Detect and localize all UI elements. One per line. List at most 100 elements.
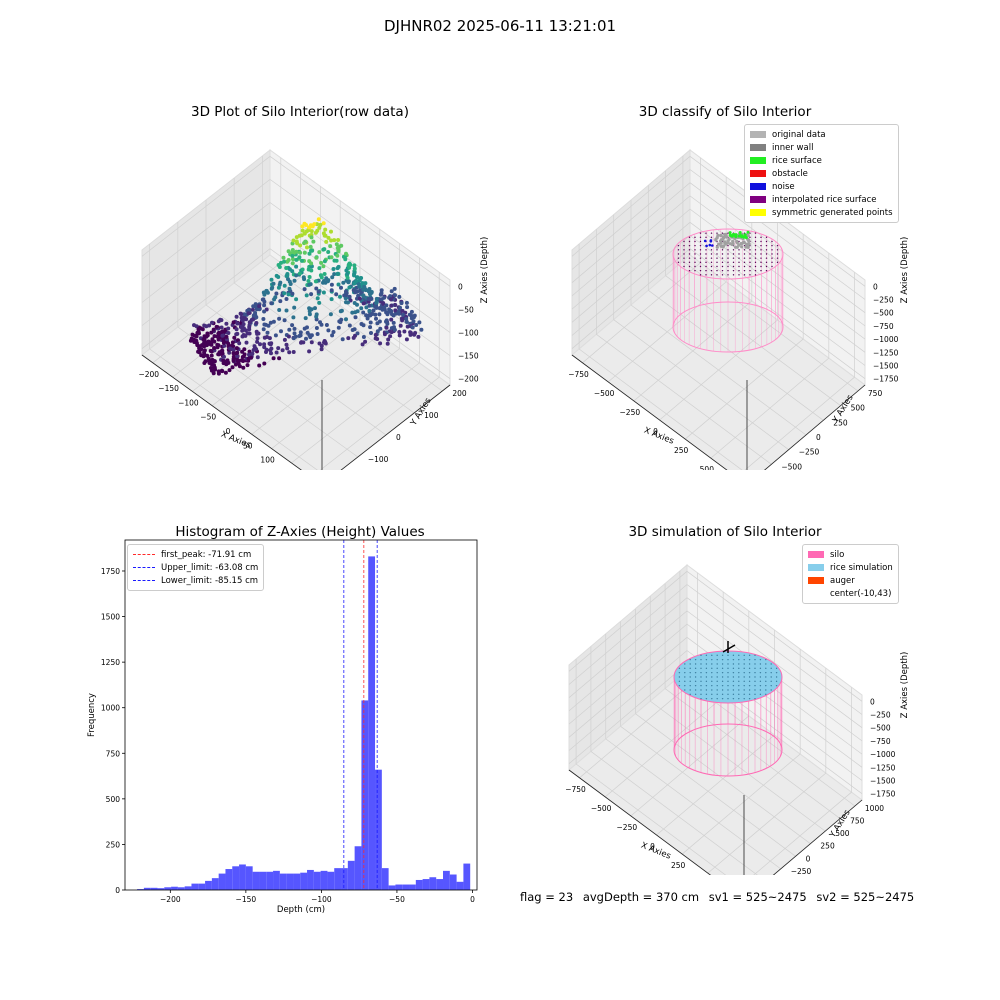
plot1-point bbox=[373, 332, 378, 337]
plot1-point bbox=[319, 322, 324, 327]
plot1-point bbox=[219, 368, 224, 373]
plot1-point bbox=[192, 333, 197, 338]
plot2-surface-dot bbox=[749, 261, 751, 264]
plot1-point bbox=[253, 302, 258, 307]
plot1-point bbox=[256, 331, 261, 336]
plot1-point bbox=[329, 238, 334, 243]
plot2-surface-dot bbox=[738, 257, 740, 259]
plot1-point bbox=[214, 324, 219, 329]
plot1-point bbox=[368, 313, 373, 318]
plot1-point bbox=[241, 322, 246, 327]
plot2-surface-dot bbox=[771, 265, 773, 268]
plot1-point bbox=[291, 350, 296, 354]
plot1-point bbox=[261, 317, 266, 321]
plot4-surface-dot bbox=[727, 697, 729, 700]
plot3-x-tick-label: −100 bbox=[311, 895, 332, 904]
plot1-point bbox=[323, 341, 328, 346]
plot1-point bbox=[322, 272, 327, 276]
plot4-surface-dot bbox=[727, 667, 729, 670]
plot2-surface-dot bbox=[754, 257, 757, 259]
plot1-point bbox=[321, 264, 326, 269]
plot2-surface-dot bbox=[754, 261, 757, 264]
plot1-point bbox=[319, 347, 324, 352]
plot4-surface-dot bbox=[684, 667, 686, 670]
plot1-point bbox=[391, 320, 396, 325]
plot2-surface-dot bbox=[776, 249, 779, 251]
plot4-surface-dot bbox=[754, 658, 756, 661]
plot4-surface-dot bbox=[759, 689, 762, 691]
plot4-surface-dot bbox=[700, 684, 702, 687]
plot1-point bbox=[286, 334, 291, 339]
plot1-point bbox=[248, 320, 252, 325]
plot4-surface-dot bbox=[738, 667, 740, 670]
plot1-point bbox=[263, 322, 268, 327]
plot4-surface-dot bbox=[770, 676, 772, 678]
plot4-surface-dot bbox=[738, 654, 740, 657]
plot2-surface-dot bbox=[694, 257, 696, 259]
plot4-surface-dot bbox=[711, 684, 713, 687]
plot1-point bbox=[222, 343, 227, 348]
plot3-bar bbox=[361, 700, 369, 890]
plot3-bar bbox=[443, 870, 450, 890]
plot1-point bbox=[317, 225, 322, 230]
plot2-surface-dot bbox=[716, 274, 718, 276]
plot2-surface-dot bbox=[771, 240, 773, 243]
plot2-surface-dot bbox=[710, 236, 713, 239]
plot2-surface-dot bbox=[765, 265, 768, 268]
plot2-surface-dot bbox=[694, 261, 696, 264]
plot2-surface-dot bbox=[721, 257, 724, 259]
plot1-point bbox=[262, 342, 267, 347]
plot1-point bbox=[284, 297, 289, 301]
plot1-point bbox=[389, 330, 394, 335]
plot4-y-tick-label: 750 bbox=[850, 817, 865, 826]
plot4-y-tick-label: 250 bbox=[820, 842, 835, 851]
plot4-surface-dot bbox=[711, 658, 713, 661]
plot4-surface-dot bbox=[765, 658, 767, 661]
plot1-point bbox=[280, 348, 285, 353]
plot1-point bbox=[269, 277, 274, 282]
plot3-legend-entry: Upper_limit: -63.08 cm bbox=[133, 561, 258, 574]
plot4-surface-dot bbox=[700, 671, 702, 674]
plot1-point bbox=[366, 297, 371, 301]
plot2-surface-dot bbox=[694, 269, 696, 272]
plot2-surface-dot bbox=[710, 253, 713, 255]
plot1-point bbox=[291, 238, 296, 243]
plot1-pane-floor bbox=[141, 254, 451, 470]
plot1-point bbox=[374, 316, 378, 321]
legend-swatch bbox=[750, 131, 766, 138]
plot1-point bbox=[361, 323, 366, 328]
plot2-surface-dot bbox=[688, 240, 691, 243]
plot2-noise-point bbox=[711, 244, 714, 247]
legend-label: inner wall bbox=[772, 142, 814, 153]
plot4-surface-dot bbox=[678, 676, 681, 678]
plot3-x-tick-label: −150 bbox=[236, 895, 257, 904]
plot1-point bbox=[284, 308, 289, 313]
plot1-point bbox=[326, 250, 331, 254]
plot1-point bbox=[297, 255, 302, 260]
plot1-point bbox=[239, 358, 244, 363]
plot4-grid-z bbox=[568, 623, 688, 725]
plot1-point bbox=[303, 239, 308, 244]
legend-swatch bbox=[808, 590, 824, 597]
plot1-point bbox=[313, 306, 317, 311]
plot1-point bbox=[264, 289, 269, 293]
plot3-bar bbox=[334, 868, 342, 891]
plot2-surface-dot bbox=[727, 265, 729, 268]
plot1-3d-scatter: −200−150−100−50050100150200−200−10001002… bbox=[138, 148, 490, 470]
plot2-surface-dot bbox=[699, 244, 702, 247]
plot2-noise-point bbox=[705, 244, 708, 248]
plot1-grid-y bbox=[149, 348, 318, 470]
plot1-point bbox=[315, 296, 320, 301]
plot1-point bbox=[194, 324, 199, 329]
plot1-point bbox=[407, 312, 412, 317]
plot2-x-tick-label: −250 bbox=[620, 408, 641, 417]
plot2-grid-z bbox=[571, 222, 691, 323]
legend-swatch bbox=[750, 157, 766, 164]
plot1-point bbox=[281, 255, 286, 260]
plot2-surface-dot bbox=[738, 249, 740, 251]
plot1-point bbox=[359, 276, 364, 280]
plot4-surface-dot bbox=[700, 663, 702, 665]
plot2-rice-point bbox=[728, 231, 732, 235]
plot1-point bbox=[307, 275, 312, 279]
plot2-rice-point bbox=[746, 230, 750, 234]
